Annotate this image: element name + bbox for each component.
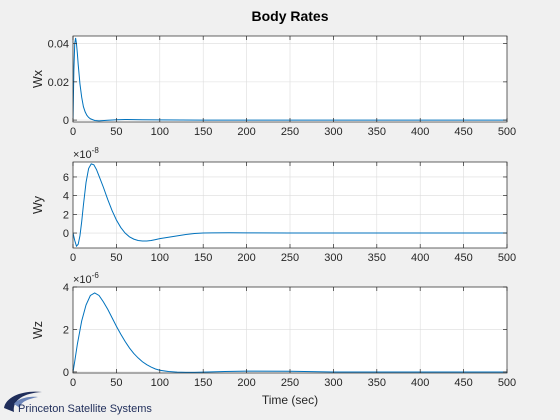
chart-wy: 0 50 100 150 200 250 300 350 400 450 500 0 2 4 6 ×10-8 W… [31,146,516,264]
series-line [73,292,507,373]
x-tick-label: 200 [237,377,255,389]
y-tick-label: 0.04 [48,39,69,51]
chart-wz: 0 50 100 150 200 250 300 350 400 450 500 0 2 4 ×10-6 Wz… [31,271,516,407]
x-tick-label: 0 [70,126,76,138]
x-tick-label: 50 [110,377,122,389]
x-tick-label: 500 [498,377,516,389]
x-tick-label: 450 [454,126,472,138]
logo-text: Princeton Satellite Systems [18,403,152,415]
x-tick-label: 300 [324,377,342,389]
series-line [73,37,507,122]
x-tick-label: 250 [281,126,299,138]
x-tick-label: 250 [281,252,299,264]
y-tick-label: 4 [63,191,69,203]
swoosh-icon-inner [14,396,38,408]
x-tick-label: 0 [70,377,76,389]
x-tick-label: 50 [110,252,122,264]
x-tick-label: 350 [368,252,386,264]
x-tick-label: 150 [194,252,212,264]
x-tick-label: 100 [151,126,169,138]
y-tick-label: 4 [63,282,69,294]
swoosh-icon [4,391,42,412]
y-tick-label: 6 [63,172,69,184]
y-tick-label: 0.02 [48,77,69,89]
y-axis-label: Wx [31,69,45,88]
x-tick-label: 50 [110,126,122,138]
y-tick-label: 2 [63,209,69,221]
x-tick-label: 450 [454,377,472,389]
x-tick-label: 200 [237,252,255,264]
y-exponent-label: ×10-8 [73,146,99,161]
x-tick-label: 400 [411,252,429,264]
x-tick-label: 350 [368,126,386,138]
x-tick-label: 500 [498,252,516,264]
x-tick-label: 100 [151,252,169,264]
y-axis-label: Wy [31,195,45,214]
pss-logo: Princeton Satellite Systems [4,391,152,415]
y-tick-label: 0 [63,115,69,127]
x-tick-label: 350 [368,377,386,389]
x-tick-label: 400 [411,377,429,389]
y-exponent-label: ×10-6 [73,271,99,286]
x-tick-label: 150 [194,377,212,389]
x-axis-label: Time (sec) [262,393,318,407]
x-tick-label: 300 [324,252,342,264]
y-tick-label: 2 [63,324,69,336]
x-tick-label: 500 [498,126,516,138]
x-tick-label: 400 [411,126,429,138]
figure-title: Body Rates [251,8,328,24]
y-tick-label: 0 [63,367,69,379]
x-tick-label: 300 [324,126,342,138]
y-tick-label: 0 [63,228,69,240]
y-axis-label: Wz [31,321,45,339]
x-tick-label: 150 [194,126,212,138]
x-tick-label: 250 [281,377,299,389]
x-tick-label: 450 [454,252,472,264]
x-tick-label: 100 [151,377,169,389]
x-tick-label: 0 [70,252,76,264]
x-tick-label: 200 [237,126,255,138]
chart-wx: 0 50 100 150 200 250 300 350 400 450 500 0 0.02 0.04 W… [31,35,516,138]
series-line [73,163,507,248]
